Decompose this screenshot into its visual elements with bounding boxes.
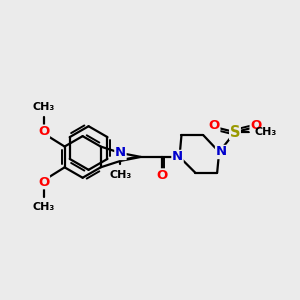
- Text: CH₃: CH₃: [33, 102, 55, 112]
- Text: N: N: [172, 150, 183, 164]
- Text: CH₃: CH₃: [255, 127, 277, 137]
- Text: O: O: [156, 169, 167, 182]
- Text: O: O: [38, 125, 50, 138]
- Text: CH₃: CH₃: [109, 170, 132, 180]
- Text: O: O: [208, 119, 220, 132]
- Text: O: O: [38, 176, 50, 189]
- Text: N: N: [215, 146, 227, 158]
- Text: S: S: [230, 125, 240, 140]
- Text: CH₃: CH₃: [33, 202, 55, 212]
- Text: N: N: [115, 146, 126, 160]
- Text: O: O: [250, 119, 261, 132]
